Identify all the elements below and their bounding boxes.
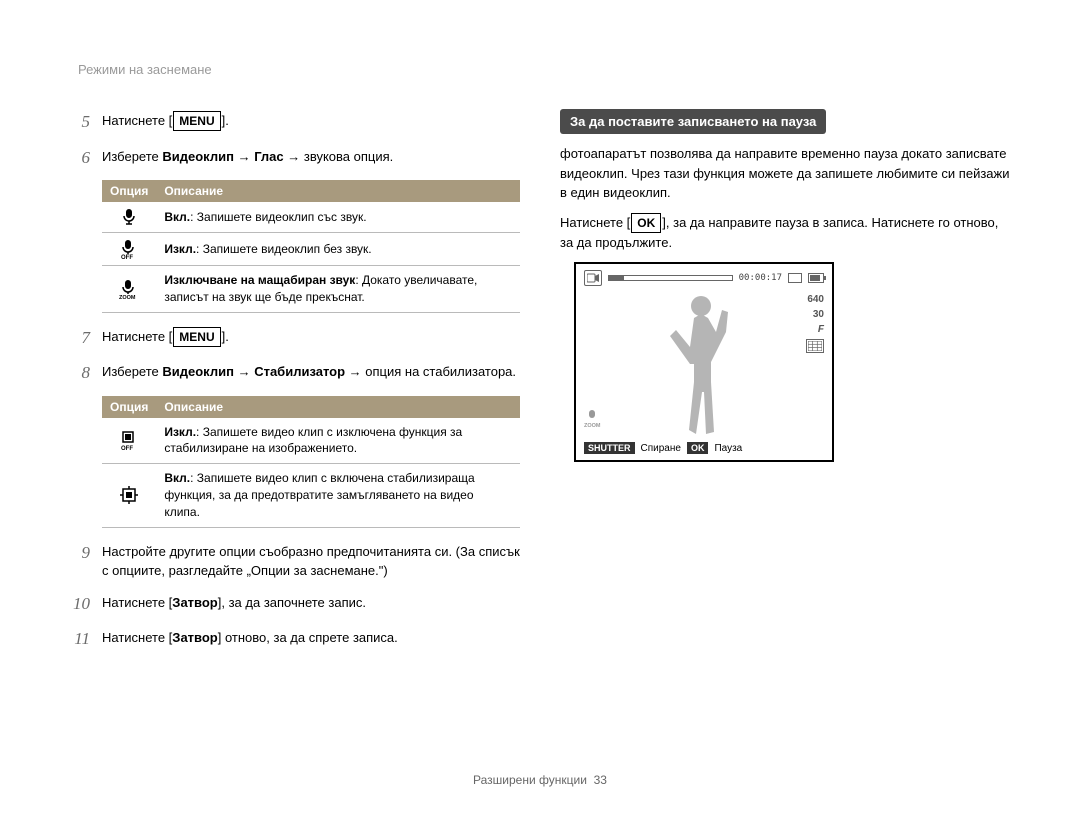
sound-options-table: Опция Описание Вкл.: Запишете видеоклип … [102, 180, 520, 313]
step-7: 7 Натиснете [MENU]. [70, 325, 520, 351]
camera-lcd-illustration: 00:00:17 640 30 F ZOOM [574, 262, 834, 462]
page-footer: Разширени функции 33 [70, 761, 1010, 787]
step-8: 8 Изберете Видеоклип → Стабилизатор → оп… [70, 360, 520, 386]
f-indicator: F [818, 324, 824, 335]
table-row: OFF Изкл.: Запишете видео клип с изключе… [102, 418, 520, 464]
step-number: 8 [70, 360, 90, 386]
step-6: 6 Изберете Видеоклип → Глас → звукова оп… [70, 145, 520, 171]
table-header-description: Описание [156, 396, 520, 418]
table-cell: Изкл.: Запишете видеоклип без звук. [156, 233, 520, 266]
svg-text:OFF: OFF [121, 255, 133, 259]
pause-recording-header: За да поставите записването на пауза [560, 109, 826, 134]
table-row: Вкл.: Запишете видеоклип със звук. [102, 202, 520, 233]
table-header-row: Опция Описание [102, 180, 520, 202]
menu-key: MENU [173, 327, 220, 347]
recording-time: 00:00:17 [739, 273, 782, 283]
video-mode-icon [584, 270, 602, 286]
focus-grid-icon [806, 339, 824, 353]
shutter-action-text: Спиране [641, 443, 681, 454]
step-text: Настройте другите опции съобразно предпо… [102, 540, 520, 581]
table-cell: Вкл.: Запишете видео клип с включена ста… [156, 464, 520, 527]
menu-key: MENU [173, 111, 220, 131]
breadcrumb: Режими на заснемане [78, 62, 1010, 77]
step-9: 9 Настройте другите опции съобразно пред… [70, 540, 520, 581]
shutter-key-label: SHUTTER [584, 442, 635, 454]
pause-description-1: фотоапаратът позволява да направите врем… [560, 144, 1010, 203]
table-header-option: Опция [102, 396, 156, 418]
svg-text:ZOOM: ZOOM [119, 295, 136, 299]
step-text: Натиснете [Затвор], за да започнете запи… [102, 591, 520, 617]
table-row: Вкл.: Запишете видео клип с включена ста… [102, 464, 520, 527]
table-header-description: Описание [156, 180, 520, 202]
zoom-indicator-icon: ZOOM [584, 410, 604, 430]
table-row: ZOOM Изключване на мащабиран звук: Докат… [102, 266, 520, 313]
table-header-option: Опция [102, 180, 156, 202]
manual-page: Режими на заснемане 5 Натиснете [MENU]. … [0, 0, 1080, 815]
ok-action-text: Пауза [714, 443, 742, 454]
ok-key: OK [631, 213, 661, 233]
person-silhouette-icon [666, 292, 736, 442]
resolution-indicator: 640 [807, 294, 824, 305]
step-text: Натиснете [MENU]. [102, 109, 520, 135]
battery-icon [808, 273, 824, 283]
storage-icon [788, 273, 802, 283]
step-10: 10 Натиснете [Затвор], за да започнете з… [70, 591, 520, 617]
two-column-layout: 5 Натиснете [MENU]. 6 Изберете Видеоклип… [70, 109, 1010, 761]
mic-zoom-icon: ZOOM [102, 266, 156, 313]
camera-bottom-bar: SHUTTER Спиране OK Пауза [584, 442, 824, 454]
table-row: OFF Изкл.: Запишете видеоклип без звук. [102, 233, 520, 266]
step-text: Натиснете [Затвор] отново, за да спрете … [102, 626, 520, 652]
stabilizer-off-icon: OFF [102, 418, 156, 464]
step-text: Натиснете [MENU]. [102, 325, 520, 351]
left-column: 5 Натиснете [MENU]. 6 Изберете Видеоклип… [70, 109, 520, 761]
camera-top-bar: 00:00:17 [584, 270, 824, 286]
right-column: За да поставите записването на пауза фот… [560, 109, 1010, 761]
stabilizer-options-table: Опция Описание OFF Изкл.: Запишете видео… [102, 396, 520, 528]
table-cell: Изкл.: Запишете видео клип с изключена ф… [156, 418, 520, 464]
step-number: 10 [70, 591, 90, 617]
mic-on-icon [102, 202, 156, 233]
step-number: 5 [70, 109, 90, 135]
stabilizer-on-icon [102, 464, 156, 527]
table-cell: Изключване на мащабиран звук: Докато уве… [156, 266, 520, 313]
recording-progress-bar [608, 275, 733, 281]
ok-key-label: OK [687, 442, 709, 454]
step-number: 6 [70, 145, 90, 171]
step-5: 5 Натиснете [MENU]. [70, 109, 520, 135]
fps-indicator: 30 [813, 309, 824, 320]
mic-off-icon: OFF [102, 233, 156, 266]
step-number: 9 [70, 540, 90, 581]
step-number: 11 [70, 626, 90, 652]
svg-text:ZOOM: ZOOM [584, 423, 601, 428]
table-cell: Вкл.: Запишете видеоклип със звук. [156, 202, 520, 233]
svg-text:OFF: OFF [121, 446, 133, 450]
pause-description-2: Натиснете [OK], за да направите пауза в … [560, 213, 1010, 253]
step-11: 11 Натиснете [Затвор] отново, за да спре… [70, 626, 520, 652]
table-header-row: Опция Описание [102, 396, 520, 418]
step-number: 7 [70, 325, 90, 351]
step-text: Изберете Видеоклип → Стабилизатор → опци… [102, 360, 520, 386]
step-text: Изберете Видеоклип → Глас → звукова опци… [102, 145, 520, 171]
camera-right-indicators: 640 30 F [806, 294, 824, 353]
